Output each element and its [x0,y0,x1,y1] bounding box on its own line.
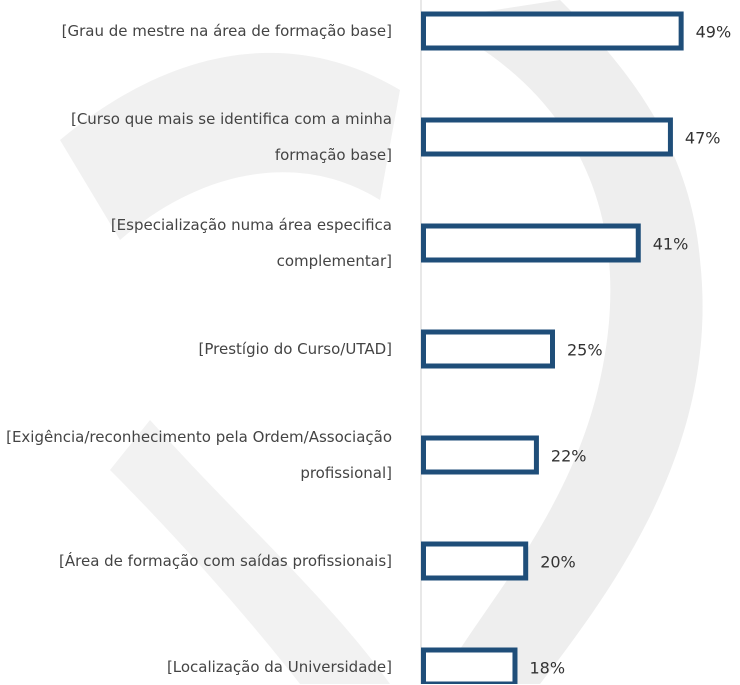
bar [424,438,537,472]
bar [424,544,526,578]
category-label: [Especialização numa área especifica com… [2,207,392,279]
value-label: 41% [653,235,689,254]
value-label: 47% [685,129,721,148]
chart: 49% 47% 41% 25% 22% 20% 18% [Grau de mestre na… [0,0,740,684]
category-label: [Grau de mestre na área de formação base… [2,13,392,49]
value-label: 18% [529,659,565,678]
category-label: [Área de formação com saídas profissiona… [2,543,392,579]
bar [424,650,515,684]
category-label: [Curso que mais se identifica com a minh… [2,101,392,173]
bar [424,14,682,48]
bar [424,332,553,366]
bar [424,120,671,154]
bar [424,226,639,260]
category-label: [Localização da Universidade] [2,649,392,685]
value-label: 22% [551,447,587,466]
category-label: [Prestígio do Curso/UTAD] [2,331,392,367]
category-label: [Exigência/reconhecimento pela Ordem/Ass… [2,419,392,491]
value-label: 20% [540,553,576,572]
value-label: 25% [567,341,603,360]
value-label: 49% [696,23,732,42]
